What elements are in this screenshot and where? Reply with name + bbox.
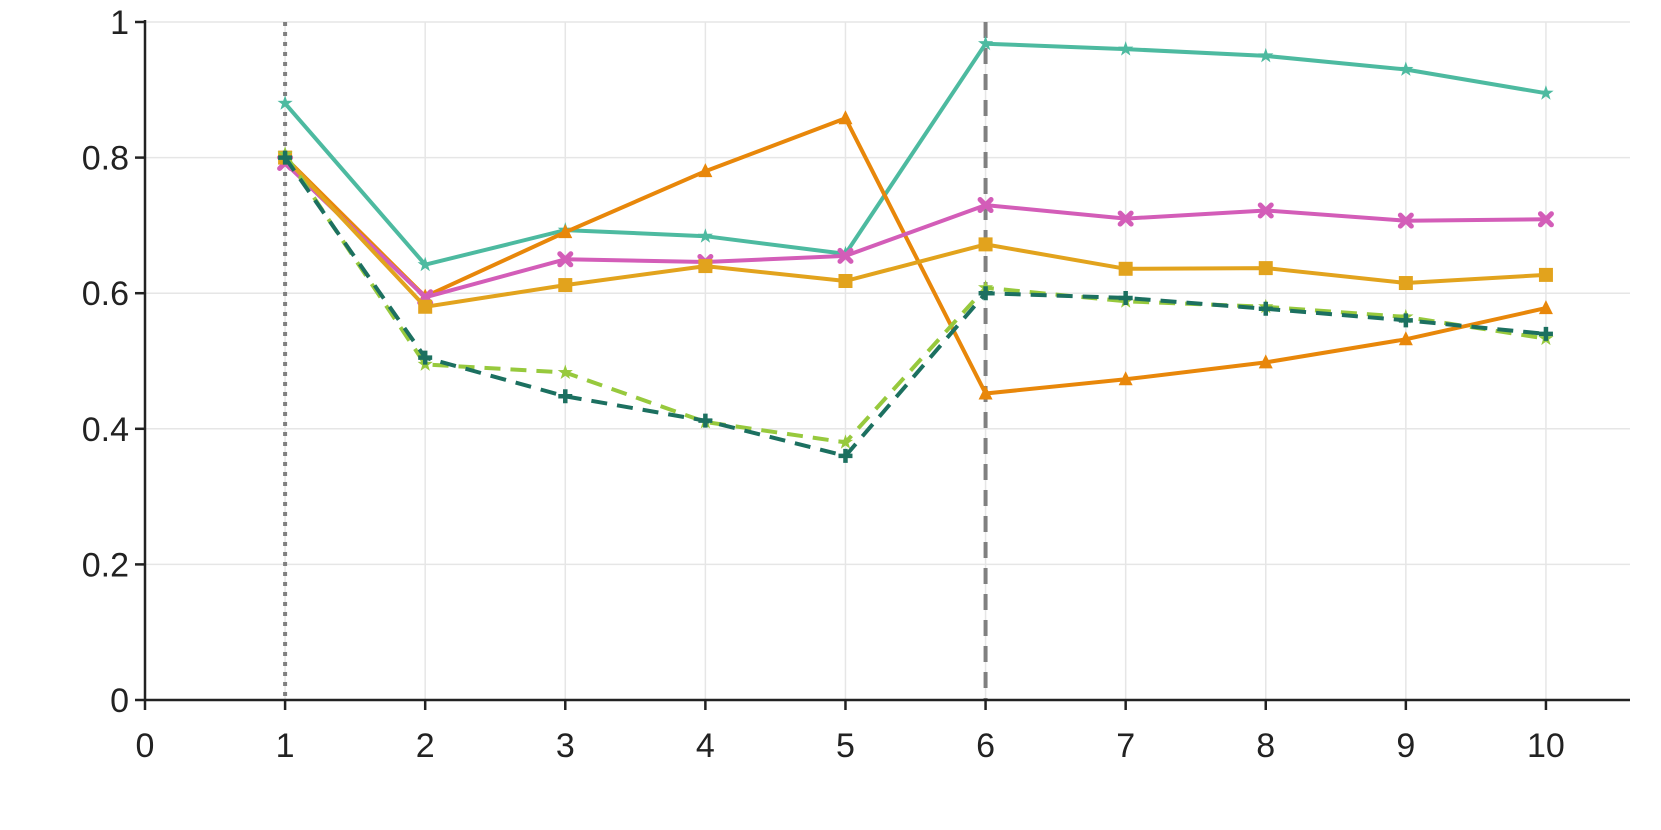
axes	[143, 20, 1630, 702]
data-point-star	[697, 228, 713, 243]
data-point-x	[977, 197, 994, 214]
data-point-plus	[978, 286, 993, 301]
series-line	[283, 41, 1547, 267]
data-point-plus	[1258, 301, 1273, 316]
series-line	[283, 156, 1547, 458]
data-point-star	[1398, 61, 1414, 76]
reference-lines	[283, 22, 988, 700]
x-tick-label: 6	[976, 727, 995, 765]
data-point-plus	[698, 413, 713, 428]
x-tick-label: 7	[1116, 727, 1135, 765]
data-point-square	[418, 299, 433, 314]
data-point-plus	[1118, 290, 1133, 305]
series-5	[277, 146, 1554, 449]
data-point-triangle	[1118, 371, 1133, 386]
y-tick-label: 0.4	[82, 411, 129, 449]
y-axis-ticks: 0 0.2 0.4 0.6 0.8 1	[82, 4, 145, 720]
series-1	[277, 35, 1554, 272]
data-point-star	[978, 35, 994, 51]
data-point-star	[277, 95, 293, 110]
data-point-triangle	[838, 110, 853, 125]
x-tick-label: 9	[1396, 727, 1415, 765]
x-tick-label: 1	[276, 727, 295, 765]
data-point-star	[417, 256, 433, 272]
data-point-square	[978, 237, 993, 252]
data-point-triangle	[1398, 331, 1413, 346]
series-line	[283, 156, 1547, 309]
y-tick-label: 0.6	[82, 275, 129, 313]
data-point-triangle	[978, 385, 993, 400]
data-point-star	[1118, 41, 1134, 56]
data-point-x	[837, 247, 854, 264]
data-point-star	[837, 434, 854, 449]
series-6	[278, 150, 1553, 463]
data-point-x	[1537, 211, 1554, 228]
x-tick-label: 8	[1256, 727, 1275, 765]
data-point-plus	[278, 150, 293, 165]
x-tick-label: 0	[136, 727, 155, 765]
data-point-plus	[558, 389, 573, 404]
series-line	[283, 161, 1546, 300]
data-point-square	[558, 278, 573, 293]
data-point-star	[1258, 47, 1274, 63]
data-point-triangle	[558, 224, 573, 239]
series-group	[277, 35, 1554, 463]
series-line	[283, 116, 1547, 396]
data-point-square	[698, 259, 713, 274]
data-point-square	[1398, 276, 1413, 291]
x-tick-label: 5	[836, 727, 855, 765]
series-3	[277, 155, 1554, 306]
data-point-triangle	[1538, 300, 1553, 315]
data-point-plus	[1538, 326, 1553, 341]
y-tick-label: 0	[110, 682, 129, 720]
series-4	[278, 150, 1553, 314]
x-tick-label: 3	[556, 727, 575, 765]
data-point-star	[1538, 85, 1554, 100]
y-tick-label: 0.2	[82, 546, 129, 584]
x-tick-label: 4	[696, 727, 715, 765]
data-point-square	[1118, 261, 1133, 276]
data-point-x	[1397, 212, 1414, 229]
data-point-x	[1117, 210, 1134, 227]
series-line	[283, 153, 1547, 445]
data-point-triangle	[1258, 354, 1273, 369]
data-point-star	[557, 364, 573, 379]
x-tick-label: 10	[1527, 727, 1565, 765]
data-point-square	[1258, 261, 1273, 276]
data-point-square	[1538, 267, 1553, 282]
data-point-plus	[838, 448, 853, 463]
x-axis-ticks: 0 1 2 3 4 5 6 7 8 9 10	[136, 700, 1565, 765]
grid-lines	[145, 21, 1630, 700]
data-point-x	[1257, 202, 1274, 219]
data-point-plus	[1398, 313, 1413, 328]
data-point-x	[557, 251, 574, 268]
y-tick-label: 1	[110, 4, 129, 42]
x-tick-label: 2	[416, 727, 435, 765]
y-tick-label: 0.8	[82, 140, 129, 178]
data-point-square	[838, 273, 853, 288]
data-point-triangle	[698, 163, 713, 178]
data-point-plus	[418, 350, 433, 365]
